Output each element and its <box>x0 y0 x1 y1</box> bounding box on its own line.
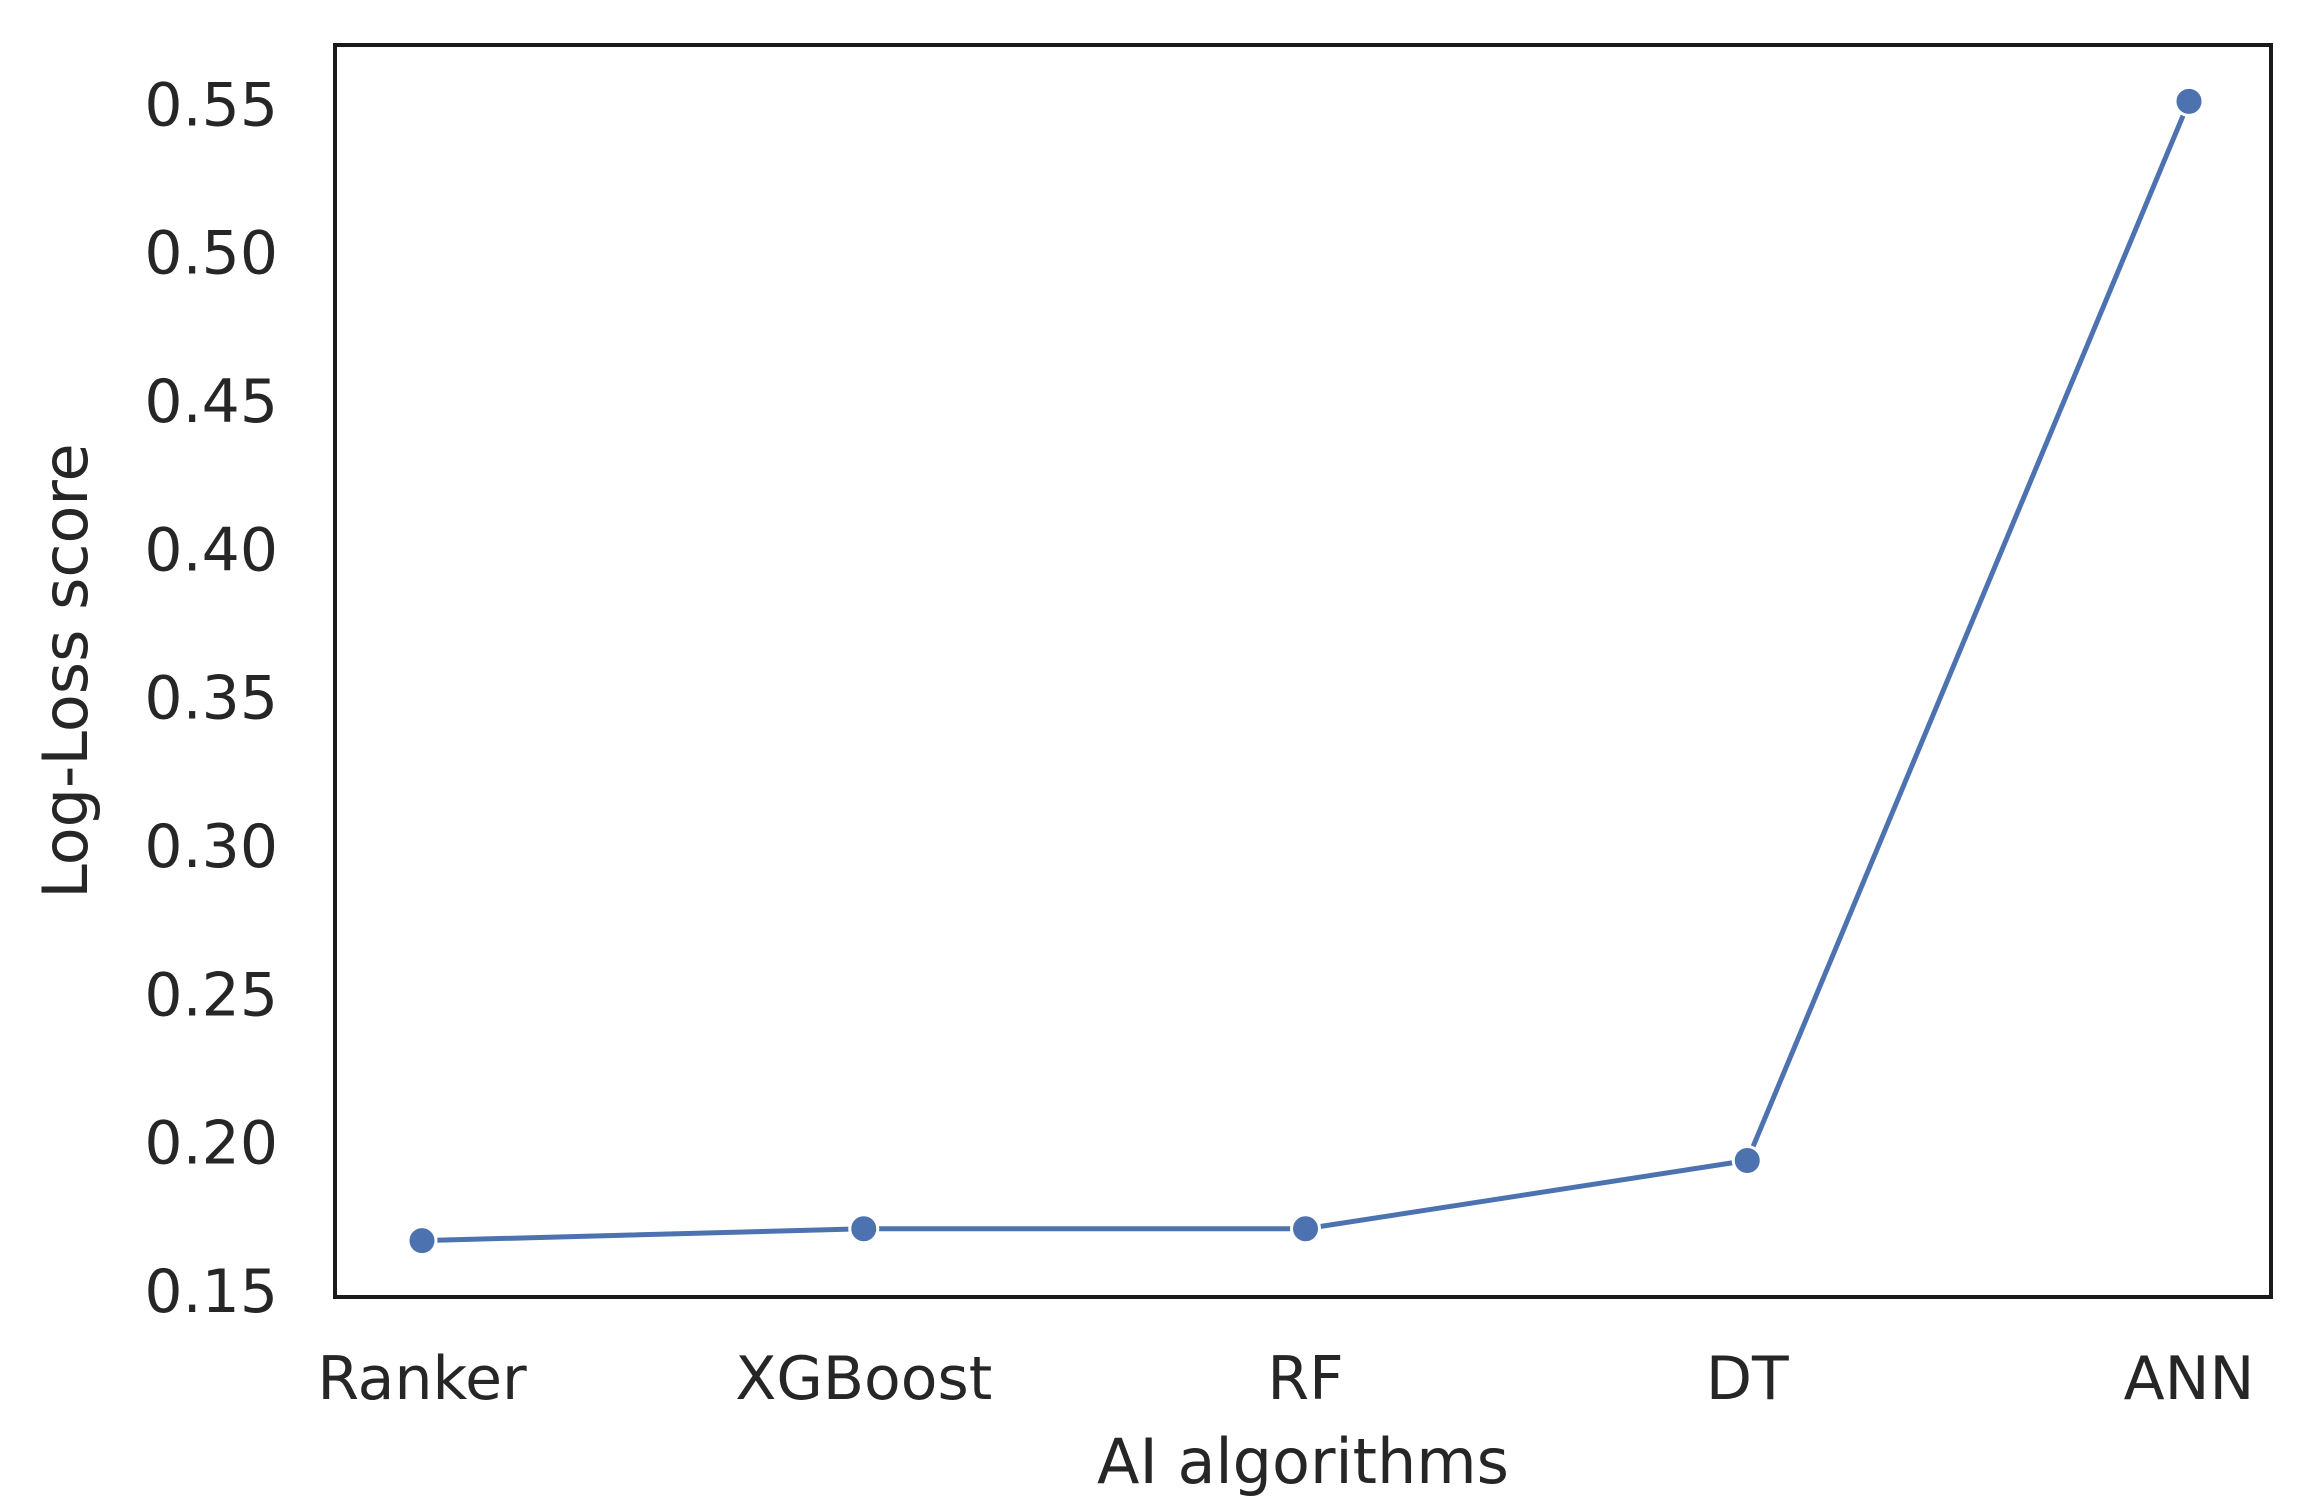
y-axis-label: Log-Loss score <box>29 443 102 898</box>
x-axis-label: AI algorithms <box>1097 1425 1509 1498</box>
x-axis-ticks: Ranker XGBoost RF DT ANN <box>317 1344 2254 1414</box>
x-tick-label: ANN <box>2124 1344 2255 1414</box>
x-tick-label: RF <box>1267 1344 1343 1414</box>
series-layer <box>406 85 2205 1257</box>
x-tick-label: DT <box>1706 1344 1789 1414</box>
data-point <box>1290 1213 1321 1245</box>
data-point <box>2173 85 2205 117</box>
y-axis-ticks: 0.15 0.20 0.25 0.30 0.35 0.40 0.45 0.50 0.55 <box>144 70 278 1327</box>
x-tick-label: Ranker <box>317 1344 527 1414</box>
series-line <box>419 98 2192 1244</box>
y-tick-label: 0.20 <box>144 1109 278 1179</box>
y-tick-label: 0.30 <box>144 812 278 882</box>
x-tick-label: XGBoost <box>735 1344 992 1414</box>
y-tick-label: 0.15 <box>144 1257 278 1327</box>
y-tick-label: 0.40 <box>144 515 278 585</box>
y-tick-label: 0.35 <box>144 664 278 734</box>
data-point <box>406 1225 438 1257</box>
y-tick-label: 0.45 <box>144 367 278 437</box>
y-tick-label: 0.25 <box>144 960 278 1030</box>
data-point <box>1731 1145 1763 1177</box>
y-tick-label: 0.55 <box>144 70 278 140</box>
data-point <box>848 1213 880 1245</box>
y-tick-label: 0.50 <box>144 219 278 289</box>
plot-area-frame <box>333 43 2273 1299</box>
